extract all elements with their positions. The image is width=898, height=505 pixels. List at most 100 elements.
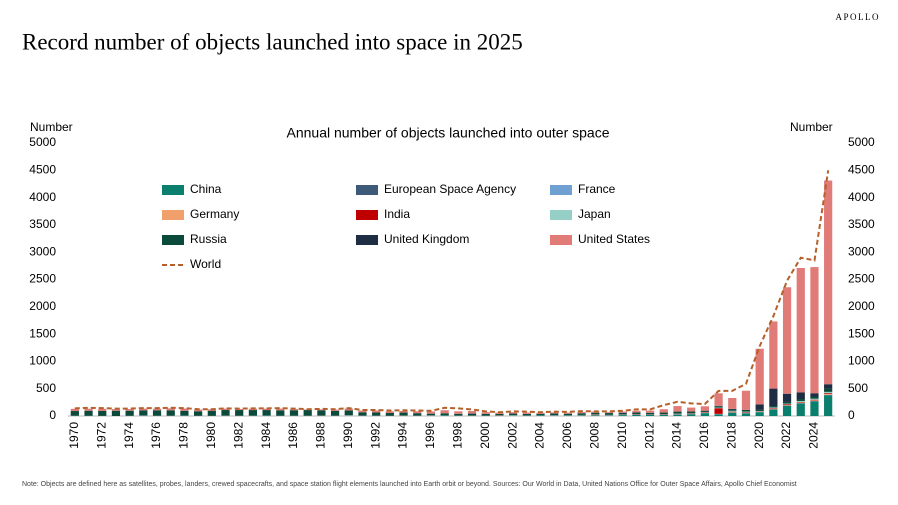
bar-segment: [166, 410, 175, 416]
bar-segment: [125, 409, 134, 411]
bar-segment: [741, 412, 751, 413]
bar-segment: [577, 412, 586, 414]
bar-segment: [509, 412, 518, 414]
x-tick-label: 2020: [752, 422, 766, 449]
legend-label: Russia: [190, 232, 227, 246]
bar-segment: [824, 393, 833, 394]
bar-segment: [687, 407, 696, 412]
bar-segment: [769, 408, 778, 409]
bar-segment: [632, 412, 641, 415]
bar-segment: [344, 410, 353, 416]
bar-segment: [714, 406, 723, 408]
x-tick-label: 2000: [478, 422, 492, 449]
x-tick-label: 2024: [807, 422, 821, 449]
bar-segment: [659, 412, 668, 415]
bar-segment: [782, 287, 792, 394]
bar-segment: [289, 410, 299, 416]
legend-swatch: [550, 210, 572, 220]
bar-segment: [330, 410, 340, 416]
bar-segment: [221, 410, 230, 416]
bar-segment: [221, 408, 230, 410]
y2-axis-label: Number: [790, 120, 833, 134]
bar-segment: [550, 413, 559, 416]
bar-segment: [741, 413, 751, 416]
bar-segment: [84, 408, 93, 411]
bar-segment: [303, 410, 312, 416]
bar-segment: [673, 414, 682, 416]
bar-segment: [344, 408, 353, 411]
bar-segment: [577, 415, 586, 416]
bar-segment: [796, 267, 805, 393]
bar-segment: [111, 410, 121, 416]
bar-segment: [810, 400, 819, 401]
bar-segment: [139, 408, 148, 411]
bar-segment: [440, 413, 449, 416]
bar-segment: [687, 414, 696, 416]
bar-segment: [700, 410, 709, 412]
y-tick-label: 3500: [29, 217, 56, 231]
bar-segment: [755, 348, 764, 405]
x-tick-label: 1994: [396, 422, 410, 449]
bar-segment: [645, 414, 655, 416]
bar-segment: [385, 411, 394, 413]
legend-swatch: [356, 210, 378, 220]
y-tick-label: 1000: [29, 354, 56, 368]
y-tick-label: 4500: [29, 162, 56, 176]
bar-segment: [111, 409, 121, 411]
y-tick-label: 3000: [29, 244, 56, 258]
bar-segment: [810, 396, 819, 399]
x-tick-label: 1970: [67, 422, 81, 449]
bar-segment: [399, 410, 408, 413]
bar-segment: [618, 411, 627, 413]
bar-segment: [152, 410, 162, 416]
bar-segment: [426, 411, 436, 414]
legend-swatch: [162, 235, 184, 245]
bar-segment: [289, 409, 299, 411]
legend-swatch: [550, 235, 572, 245]
bar-segment: [769, 388, 778, 407]
x-tick-label: 1976: [149, 422, 163, 449]
bar-segment: [166, 408, 175, 411]
x-tick-label: 2006: [560, 422, 574, 449]
bar-segment: [330, 409, 340, 411]
bar-segment: [728, 409, 737, 411]
bar-segment: [645, 410, 655, 413]
bar-segment: [467, 413, 477, 416]
x-tick-label: 1984: [259, 422, 273, 449]
bar-segment: [824, 391, 833, 394]
bar-segment: [824, 180, 833, 385]
legend-label: India: [384, 207, 410, 221]
bar-segment: [577, 413, 586, 415]
bar-segment: [262, 410, 271, 416]
y2-tick-label: 3000: [848, 244, 875, 258]
bar-segment: [645, 412, 655, 415]
legend-label: United States: [578, 232, 650, 246]
bar-segment: [454, 411, 463, 414]
y2-tick-label: 5000: [848, 135, 875, 149]
bar-segment: [139, 410, 148, 416]
bar-segment: [495, 413, 504, 416]
bar-segment: [426, 413, 436, 416]
brand: APOLLO: [836, 12, 881, 22]
bar-segment: [98, 410, 107, 416]
bar-segment: [728, 412, 737, 416]
bar-segment: [687, 411, 696, 414]
bar-segment: [810, 398, 819, 400]
bar-segment: [180, 410, 189, 416]
bar-segment: [769, 407, 778, 409]
bar-segment: [194, 409, 203, 412]
legend-label: China: [190, 182, 222, 196]
y-tick-label: 500: [36, 381, 56, 395]
y-tick-label: 0: [49, 408, 56, 422]
chart-title: Annual number of objects launched into o…: [287, 125, 610, 141]
bar-segment: [741, 411, 751, 413]
bar-segment: [755, 404, 764, 410]
bar-segment: [782, 404, 792, 405]
bar-segment: [522, 412, 531, 414]
bar-segment: [385, 412, 394, 416]
bar-segment: [317, 410, 326, 416]
legend-swatch: [550, 185, 572, 195]
bar-segment: [440, 410, 449, 414]
x-tick-label: 2018: [724, 422, 738, 449]
bar-segment: [618, 415, 627, 416]
